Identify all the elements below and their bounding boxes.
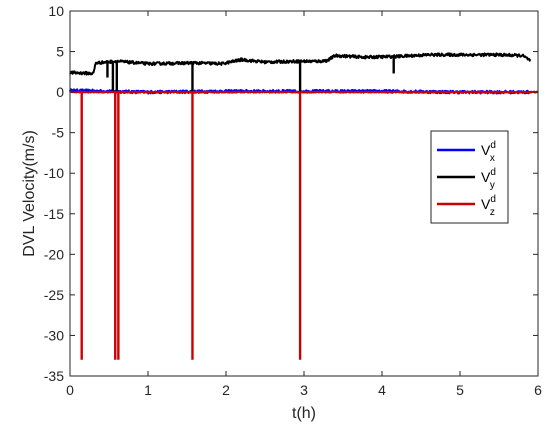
- y-tick-label: -5: [52, 125, 65, 141]
- x-tick-label: 1: [144, 382, 152, 398]
- x-tick-label: 6: [534, 382, 542, 398]
- x-tick-label: 0: [66, 382, 74, 398]
- y-tick-label: -25: [44, 287, 64, 303]
- series-y: [69, 52, 532, 93]
- x-tick-label: 2: [222, 382, 230, 398]
- y-tick-label: -20: [44, 246, 64, 262]
- x-tick-label: 3: [300, 382, 308, 398]
- x-axis-title: t(h): [292, 405, 316, 422]
- x-tick-label: 4: [378, 382, 386, 398]
- y-tick-label: -35: [44, 368, 64, 384]
- series-z: [69, 90, 539, 360]
- y-axis-title: DVL Velocity(m/s): [21, 130, 38, 257]
- axis-ticks: 0 1 2 3 4 5 6 10 5 0 -5 -10 -15 -20 -25 -30 -35: [44, 3, 542, 398]
- y-tick-label: -15: [44, 206, 64, 222]
- plot-series: [69, 52, 539, 360]
- x-tick-label: 5: [456, 382, 464, 398]
- y-tick-label: -10: [44, 165, 64, 181]
- legend: Vd xVd yVd z: [430, 130, 509, 224]
- y-tick-label: 10: [48, 3, 64, 19]
- y-tick-label: 0: [56, 84, 64, 100]
- y-tick-label: 5: [56, 44, 64, 60]
- series-line-z: [69, 90, 539, 94]
- y-tick-label: -30: [44, 327, 64, 343]
